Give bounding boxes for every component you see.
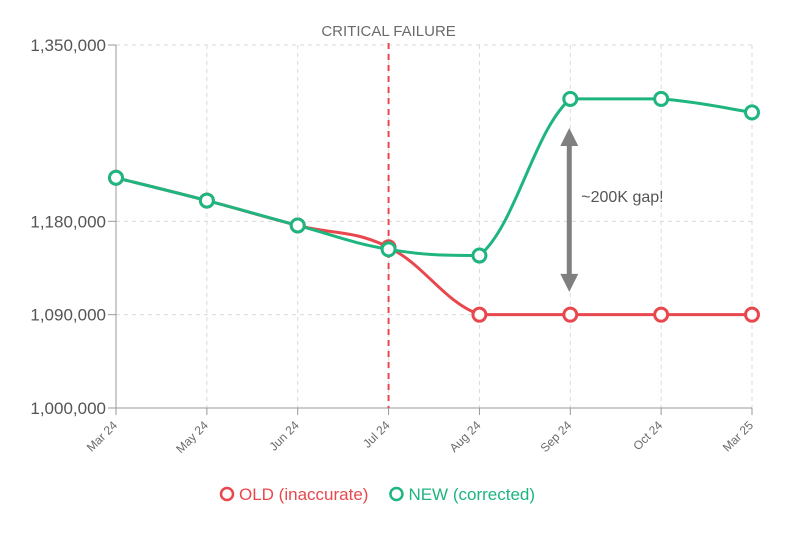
legend-label: OLD (inaccurate) [239, 485, 368, 504]
series-line [115, 97, 753, 258]
data-point [198, 192, 215, 209]
legend-marker [219, 486, 235, 502]
critical-failure-label: CRITICAL FAILURE [321, 23, 455, 40]
x-tick-label: Jul 24 [360, 418, 393, 451]
data-point [471, 247, 488, 264]
gap-label: ~200K gap! [581, 189, 663, 206]
series-group [108, 90, 760, 323]
y-axis-ticks: 1,000,000 1,090,000 1,180,000 1,350,000 [30, 36, 116, 418]
legend[interactable]: OLD (inaccurate) NEW (corrected) [219, 485, 535, 504]
data-point [289, 217, 306, 234]
x-tick-label: Jun 24 [266, 418, 302, 454]
data-point [562, 90, 579, 107]
legend-marker [389, 486, 404, 502]
axes [115, 45, 752, 409]
y-tick-label: 1,090,000 [30, 306, 106, 325]
x-tick-label: Aug 24 [447, 418, 484, 455]
y-tick-label: 1,180,000 [30, 212, 106, 231]
data-point [108, 169, 124, 186]
x-axis-ticks: Mar 24 May 24 Jun 24 Jul 24 Aug 24 Sep 24 Oct … [84, 408, 757, 456]
data-point [653, 90, 670, 107]
gap-arrow-head-bottom [560, 273, 579, 292]
gap-arrow-head-top [560, 127, 579, 146]
x-tick-label: Oct 24 [630, 418, 665, 453]
data-point [744, 104, 760, 121]
data-point [380, 241, 397, 258]
x-tick-label: Mar 25 [720, 418, 757, 455]
legend-label: NEW (corrected) [408, 485, 535, 504]
data-point [653, 306, 670, 323]
series-new [108, 90, 760, 264]
legend-item-old[interactable]: OLD (inaccurate) [219, 485, 368, 504]
y-tick-label: 1,000,000 [30, 399, 106, 418]
data-point [471, 306, 488, 323]
y-tick-label: 1,350,000 [30, 36, 106, 55]
x-tick-label: Mar 24 [84, 418, 121, 455]
data-point [744, 306, 760, 323]
x-tick-label: Sep 24 [538, 418, 575, 455]
annotations: CRITICAL FAILURE ~200K gap! [321, 23, 664, 408]
x-tick-label: May 24 [173, 418, 211, 456]
data-point [562, 306, 579, 323]
legend-item-new[interactable]: NEW (corrected) [389, 485, 535, 504]
